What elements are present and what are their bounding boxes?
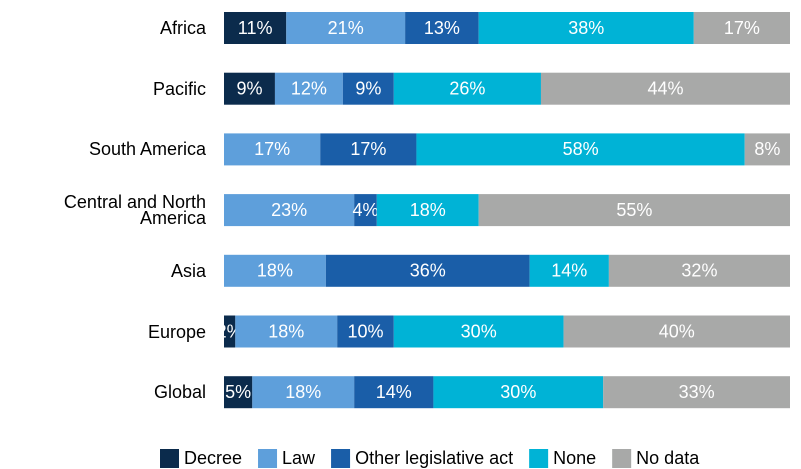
category-label-box: Central and North America <box>63 192 206 229</box>
category-label: Pacific <box>152 78 206 99</box>
category-label: Central and North America <box>63 192 206 229</box>
bar-segment <box>693 12 790 44</box>
value-label: 5% <box>225 382 251 402</box>
value-label: 14% <box>551 261 587 281</box>
value-label: 4% <box>352 200 378 220</box>
bar-segment <box>224 133 321 166</box>
bar-segment <box>393 315 564 348</box>
value-label: 26% <box>449 78 485 98</box>
value-label: 11% <box>238 18 273 38</box>
category-label-box: South America <box>88 139 206 160</box>
bar-segment <box>224 254 326 287</box>
bar-segment <box>354 376 434 409</box>
value-label: 14% <box>376 382 412 402</box>
value-label: 38% <box>568 18 604 38</box>
bar-segment <box>224 72 275 105</box>
value-label: 10% <box>347 321 383 341</box>
category-label: Europe <box>147 321 206 342</box>
legend-swatch <box>160 449 179 468</box>
value-label: 55% <box>616 200 652 220</box>
value-label: 21% <box>328 18 364 38</box>
value-label: 58% <box>563 139 599 159</box>
legend-label: Decree <box>184 448 242 468</box>
bar-segment <box>744 133 790 166</box>
category-label-box: Asia <box>170 260 206 281</box>
category-label-box: Europe <box>147 321 206 342</box>
bar-segment <box>603 376 790 409</box>
category-label-box: Global <box>153 382 206 403</box>
category-label-box: Africa <box>159 18 206 38</box>
bar-segment <box>405 12 479 44</box>
value-label: 23% <box>271 200 307 220</box>
value-label: 32% <box>681 261 717 281</box>
value-label: 18% <box>410 200 446 220</box>
bar-segment <box>224 376 253 409</box>
value-label: 18% <box>257 261 293 281</box>
legend-swatch <box>331 449 351 468</box>
value-label: 36% <box>410 261 446 281</box>
bar-segment <box>376 194 479 227</box>
value-label: 12% <box>291 78 327 98</box>
category-label: Asia <box>170 260 206 281</box>
category-label-box: Pacific <box>152 78 206 99</box>
bar-segment <box>354 194 377 227</box>
value-label: 9% <box>236 78 262 98</box>
bar-segment <box>224 315 236 348</box>
legend-label: Law <box>282 448 316 468</box>
bar-segment <box>337 315 394 348</box>
bar-segment <box>320 133 417 166</box>
value-label: 13% <box>424 18 460 38</box>
bar-segment <box>529 254 609 287</box>
value-label: 33% <box>679 382 715 402</box>
value-label: 44% <box>647 78 683 98</box>
bar-segment <box>563 315 790 348</box>
bar-segment <box>235 315 338 348</box>
bar-segment <box>274 72 343 105</box>
bar-segment <box>286 12 406 44</box>
value-label: 9% <box>355 78 381 98</box>
bar-segment <box>608 254 790 287</box>
value-label: 17% <box>254 139 290 159</box>
legend-label: Other legislative act <box>355 448 513 468</box>
legend-swatch <box>529 449 549 468</box>
value-label: 30% <box>500 382 536 402</box>
value-label: 8% <box>754 139 780 159</box>
bar-segment <box>393 72 541 105</box>
bar-segment <box>433 376 604 409</box>
category-label: South America <box>88 139 206 160</box>
value-label: 40% <box>659 321 695 341</box>
bar-segment <box>540 72 790 105</box>
bar-segment <box>325 254 530 287</box>
category-label: Global <box>153 382 206 403</box>
value-label: 17% <box>724 18 760 38</box>
bar-segment <box>224 12 287 44</box>
value-label: 18% <box>285 382 321 402</box>
legend-label: None <box>553 448 596 468</box>
category-label: Africa <box>159 18 206 38</box>
value-label: 17% <box>350 139 386 159</box>
legend-swatch <box>612 449 632 468</box>
legend-swatch <box>258 449 278 468</box>
bar-segment <box>478 194 790 227</box>
bar-segment <box>416 133 745 166</box>
legend-label: No data <box>636 448 700 468</box>
bar-segment <box>252 376 355 409</box>
bar-segment <box>224 194 355 227</box>
bar-segment <box>342 72 394 105</box>
value-label: 18% <box>268 321 304 341</box>
value-label: 30% <box>461 321 497 341</box>
bar-segment <box>478 12 694 44</box>
